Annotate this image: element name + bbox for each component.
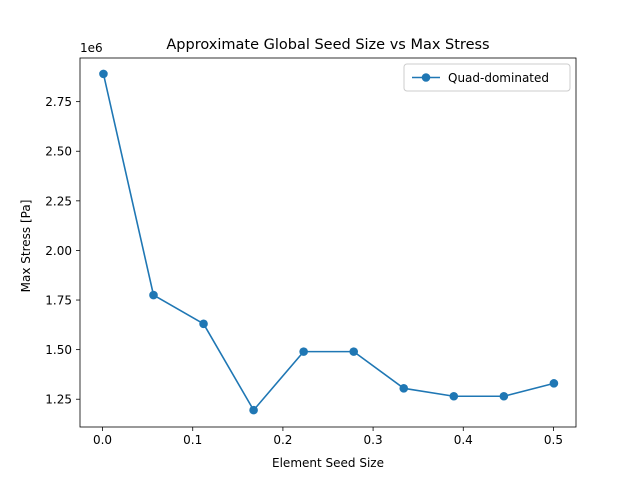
y-tick-label: 1.75 (45, 294, 72, 308)
plot-frame (79, 57, 577, 428)
data-point (399, 384, 409, 393)
legend-label: Quad-dominated (448, 71, 549, 85)
data-point (499, 391, 509, 401)
chart-title: Approximate Global Seed Size vs Max Stre… (166, 37, 489, 53)
x-axis-ticks: 0.0 0.1 0.2 0.3 0.4 0.5 (93, 427, 563, 447)
legend-box (403, 63, 571, 92)
y-tick-label: 2.00 (45, 244, 72, 258)
data-point (99, 69, 108, 79)
y-tick-label: 2.75 (45, 95, 72, 109)
y-axis-offset-label: 1e6 (80, 41, 103, 55)
y-tick-label: 2.50 (45, 145, 72, 159)
data-point (249, 405, 258, 415)
x-axis-label: Element Seed Size (272, 456, 384, 470)
y-tick-label: 2.25 (45, 194, 72, 208)
data-point (149, 290, 158, 300)
x-tick-label: 0.3 (364, 433, 383, 447)
x-tick-label: 0.0 (93, 433, 112, 447)
x-tick-label: 0.5 (544, 433, 563, 447)
y-axis-label: Max Stress [Pa] (19, 200, 33, 293)
data-point (549, 379, 559, 388)
x-tick-label: 0.2 (273, 433, 292, 447)
x-tick-label: 0.1 (183, 433, 202, 447)
data-point (349, 347, 359, 356)
data-point (199, 319, 208, 329)
series-layer (99, 69, 559, 415)
x-tick-label: 0.4 (454, 433, 473, 447)
y-tick-label: 1.50 (45, 343, 72, 357)
y-axis-ticks: 1.25 1.50 1.75 2.00 2.25 2.50 2.75 (45, 95, 80, 407)
y-tick-label: 1.25 (45, 393, 72, 407)
series-line (102, 73, 555, 411)
legend-marker (421, 73, 431, 82)
data-point (299, 347, 308, 356)
data-point (449, 391, 459, 401)
legend: Quad-dominated (403, 63, 571, 92)
